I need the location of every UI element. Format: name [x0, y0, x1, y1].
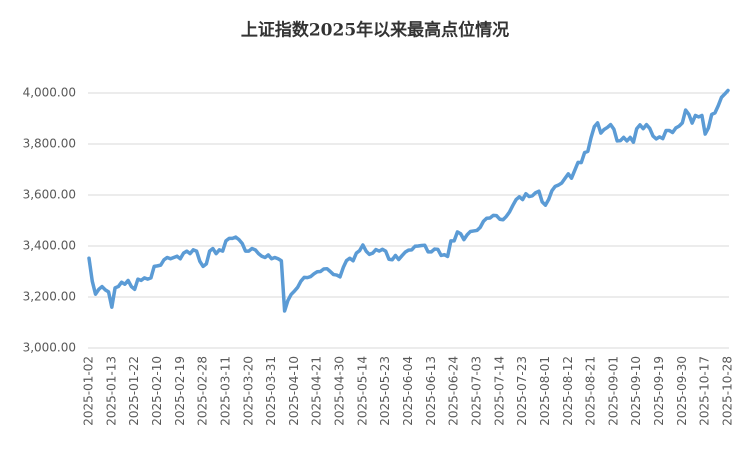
x-tick-label: 2025-10-17 [698, 356, 712, 426]
y-tick-label: 3,200.00 [23, 290, 76, 304]
x-tick-label: 2025-04-21 [310, 356, 324, 426]
x-tick-label: 2025-07-14 [492, 356, 506, 426]
y-tick-label: 3,400.00 [23, 239, 76, 253]
x-tick-label: 2025-10-28 [721, 356, 735, 426]
y-tick-label: 3,800.00 [23, 137, 76, 151]
y-tick-label: 4,000.00 [23, 86, 76, 100]
x-tick-label: 2025-08-12 [561, 356, 575, 426]
x-tick-label: 2025-03-31 [264, 356, 278, 426]
chart-title: 上证指数2025年以来最高点位情况 [241, 20, 509, 41]
x-tick-label: 2025-07-23 [515, 356, 529, 426]
x-tick-label: 2025-08-01 [538, 356, 552, 426]
x-tick-label: 2025-09-01 [606, 356, 620, 426]
x-tick-label: 2025-09-30 [675, 356, 689, 426]
line-series [87, 88, 730, 313]
x-tick-label: 2025-05-14 [355, 356, 369, 426]
y-tick-label: 3,000.00 [23, 341, 76, 355]
x-tick-label: 2025-01-02 [82, 356, 96, 426]
x-tick-label: 2025-03-20 [241, 356, 255, 426]
x-tick-label: 2025-08-21 [584, 356, 598, 426]
x-tick-label: 2025-07-03 [469, 356, 483, 426]
x-tick-label: 2025-04-10 [287, 356, 301, 426]
x-tick-label: 2025-06-13 [424, 356, 438, 426]
x-tick-label: 2025-09-19 [652, 356, 666, 426]
x-tick-label: 2025-02-19 [173, 356, 187, 426]
x-tick-label: 2025-02-28 [196, 356, 210, 426]
x-tick-label: 2025-03-11 [218, 356, 232, 426]
x-tick-label: 2025-09-10 [629, 356, 643, 426]
x-tick-label: 2025-06-04 [401, 356, 415, 426]
x-tick-label: 2025-02-10 [150, 356, 164, 426]
x-tick-label: 2025-06-24 [447, 356, 461, 426]
y-tick-label: 3,600.00 [23, 188, 76, 202]
x-tick-label: 2025-01-22 [127, 356, 141, 426]
x-tick-label: 2025-05-23 [378, 356, 392, 426]
x-tick-label: 2025-01-13 [104, 356, 118, 426]
x-tick-label: 2025-04-30 [333, 356, 347, 426]
